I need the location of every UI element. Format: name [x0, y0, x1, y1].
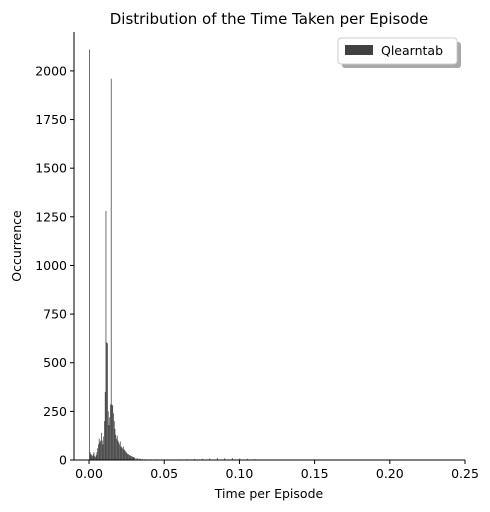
legend-box: [337, 37, 458, 65]
histogram-bar: [107, 343, 108, 460]
x-axis-ticks: 0.00 0.05 0.10 0.15 0.20 0.25: [75, 460, 479, 481]
histogram-bar: [92, 456, 93, 460]
y-tick-label: 500: [43, 355, 67, 370]
histogram-bar: [130, 456, 132, 460]
histogram-bar: [123, 449, 125, 460]
x-tick-label: 0.15: [301, 466, 329, 481]
histogram-bar: [216, 458, 218, 460]
histogram-bar: [120, 446, 122, 460]
histogram-bar: [133, 457, 135, 460]
histogram-bar: [246, 458, 248, 460]
histogram-bar: [103, 436, 105, 460]
histogram-bar: [97, 448, 99, 460]
histogram-bar: [110, 404, 111, 460]
y-tick-label: 750: [43, 307, 67, 322]
histogram-bar: [116, 435, 118, 460]
histogram-bar: [106, 342, 108, 460]
histogram-bar: [140, 458, 141, 460]
histogram-bar: [134, 457, 135, 460]
histogram-bar: [126, 453, 128, 460]
histogram-bar: [100, 440, 102, 460]
histogram-bar: [109, 417, 111, 460]
histogram-bar: [122, 448, 123, 460]
histogram-bar: [119, 441, 121, 460]
histogram-bar: [114, 428, 116, 460]
histogram-bar: [125, 451, 126, 460]
histogram-bar: [94, 456, 96, 460]
histogram-bar: [121, 447, 123, 460]
histogram-bars: [89, 49, 459, 460]
histogram-bar: [90, 454, 92, 460]
histogram-bar: [110, 78, 112, 460]
histogram-bar: [119, 444, 120, 460]
y-tick-label: 1500: [35, 161, 67, 176]
legend-label: Qlearntab: [381, 43, 443, 58]
histogram-bar: [104, 391, 106, 460]
histogram-bar: [116, 438, 117, 460]
histogram-bar: [124, 450, 126, 460]
y-tick-label: 1250: [35, 209, 67, 224]
histogram-bar: [95, 457, 96, 460]
histogram-bar: [108, 424, 110, 460]
y-tick-label: 2000: [35, 63, 67, 78]
histogram-bar: [131, 456, 132, 460]
y-tick-label: 0: [59, 453, 67, 468]
histogram-bar: [101, 432, 102, 460]
y-tick-label: 1750: [35, 112, 67, 127]
x-tick-label: 0.10: [226, 466, 254, 481]
histogram-bar: [138, 458, 140, 460]
histogram-bar: [92, 454, 94, 460]
histogram-bar: [113, 421, 115, 460]
x-tick-label: 0.25: [451, 466, 479, 481]
x-tick-label: 0.00: [75, 466, 103, 481]
histogram-bar: [125, 452, 127, 460]
histogram-bar: [95, 455, 97, 460]
x-tick-label: 0.20: [376, 466, 404, 481]
histogram-bar: [239, 458, 241, 460]
histogram-bar: [89, 49, 90, 460]
histogram-bar: [98, 444, 99, 460]
y-tick-label: 1000: [35, 258, 67, 273]
histogram-bar: [111, 404, 113, 460]
histogram-bar: [99, 442, 101, 460]
histogram-bar: [105, 210, 107, 460]
histogram-bar: [93, 452, 95, 460]
histogram-bar: [128, 455, 130, 460]
chart-title: Distribution of the Time Taken per Episo…: [110, 10, 429, 28]
x-tick-label: 0.05: [150, 466, 178, 481]
histogram-bar: [98, 438, 100, 460]
y-axis-label: Occurrence: [9, 210, 24, 282]
y-axis-ticks: 0 250 500 750 1000 1250 1500 1750 2000: [35, 63, 74, 468]
histogram-bar: [131, 456, 133, 460]
legend-swatch: [345, 45, 373, 55]
histogram-bar: [137, 458, 138, 460]
histogram-bar: [101, 440, 103, 460]
y-tick-label: 250: [43, 404, 67, 419]
histogram-bar: [224, 458, 226, 460]
x-axis-label: Time per Episode: [214, 486, 324, 501]
histogram-bar: [118, 442, 120, 460]
legend: Qlearntab: [337, 37, 461, 68]
histogram-bar: [122, 446, 124, 460]
histogram-bar: [127, 454, 129, 460]
histogram-bar: [96, 452, 98, 460]
histogram-bar: [132, 457, 134, 460]
histogram-bar: [201, 458, 203, 460]
histogram-bar: [107, 411, 109, 460]
histogram-bar: [135, 458, 137, 460]
histogram-bar: [112, 405, 114, 460]
histogram-bar: [129, 455, 131, 460]
histogram-bar: [102, 444, 104, 460]
histogram-bar: [209, 458, 211, 460]
histogram-bar: [104, 421, 105, 460]
histogram-bar: [231, 458, 233, 460]
histogram-bar: [91, 455, 93, 460]
histogram-bar: [89, 452, 91, 460]
histogram-bar: [115, 434, 117, 460]
histogram-bar: [117, 440, 119, 460]
histogram-bar: [128, 454, 129, 460]
histogram-bar: [113, 413, 114, 460]
